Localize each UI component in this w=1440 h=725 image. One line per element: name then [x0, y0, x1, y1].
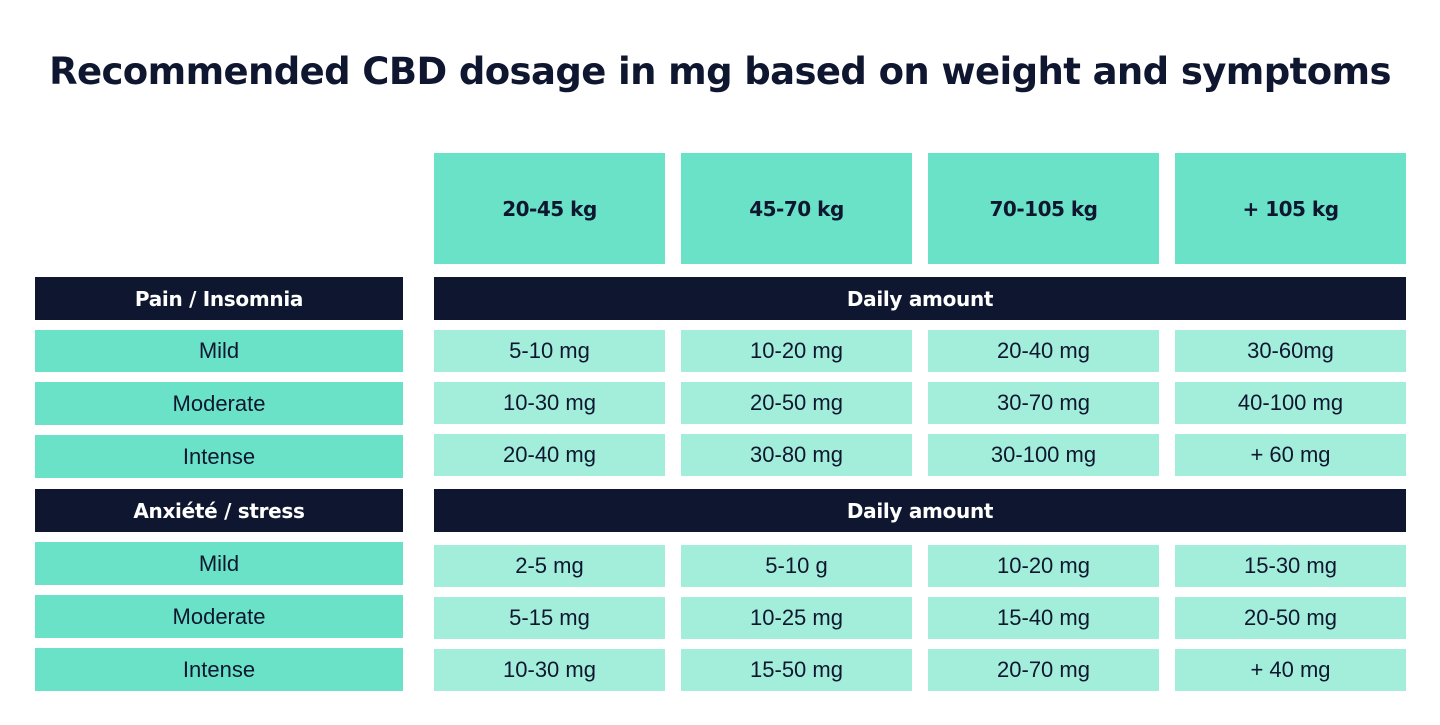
dosage-cell: 5-10 mg — [434, 330, 665, 372]
dosage-cell: 30-100 mg — [928, 434, 1159, 476]
dosage-cell: + 40 mg — [1175, 649, 1406, 691]
dosage-cell: 10-30 mg — [434, 649, 665, 691]
row-label-intense: Intense — [35, 435, 403, 478]
dosage-cell: 15-50 mg — [681, 649, 912, 691]
column-header-70-105-kg: 70-105 kg — [928, 153, 1159, 264]
dosage-cell: 5-10 g — [681, 545, 912, 587]
dosage-cell: 20-40 mg — [928, 330, 1159, 372]
row-label-intense: Intense — [35, 648, 403, 691]
row-label-moderate: Moderate — [35, 382, 403, 425]
dosage-cell: 30-60mg — [1175, 330, 1406, 372]
dosage-cell: 20-50 mg — [1175, 597, 1406, 639]
row-label-mild: Mild — [35, 542, 403, 585]
dosage-cell: 20-70 mg — [928, 649, 1159, 691]
column-header-20-45-kg: 20-45 kg — [434, 153, 665, 264]
row-label-moderate: Moderate — [35, 595, 403, 638]
column-header-105-plus-kg: + 105 kg — [1175, 153, 1406, 264]
dosage-cell: + 60 mg — [1175, 434, 1406, 476]
dosage-cell: 2-5 mg — [434, 545, 665, 587]
category-pain-insomnia: Pain / Insomnia — [35, 277, 403, 320]
section-header-daily-amount: Daily amount — [434, 489, 1406, 532]
dosage-cell: 20-40 mg — [434, 434, 665, 476]
page-title: Recommended CBD dosage in mg based on we… — [49, 50, 1391, 93]
dosage-cell: 30-80 mg — [681, 434, 912, 476]
dosage-cell: 10-20 mg — [928, 545, 1159, 587]
dosage-cell: 10-30 mg — [434, 382, 665, 424]
dosage-cell: 10-25 mg — [681, 597, 912, 639]
dosage-cell: 5-15 mg — [434, 597, 665, 639]
section-header-daily-amount: Daily amount — [434, 277, 1406, 320]
dosage-cell: 15-30 mg — [1175, 545, 1406, 587]
column-header-45-70-kg: 45-70 kg — [681, 153, 912, 264]
dosage-cell: 20-50 mg — [681, 382, 912, 424]
dosage-cell: 30-70 mg — [928, 382, 1159, 424]
row-label-mild: Mild — [35, 330, 403, 372]
dosage-cell: 40-100 mg — [1175, 382, 1406, 424]
dosage-cell: 10-20 mg — [681, 330, 912, 372]
dosage-cell: 15-40 mg — [928, 597, 1159, 639]
category-anxiety-stress: Anxiété / stress — [35, 489, 403, 532]
